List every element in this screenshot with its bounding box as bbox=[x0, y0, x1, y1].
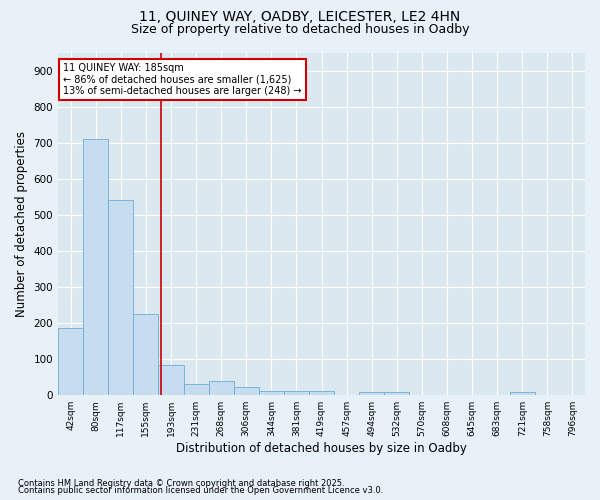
Bar bbox=[284, 391, 309, 395]
Y-axis label: Number of detached properties: Number of detached properties bbox=[15, 131, 28, 317]
Bar bbox=[158, 364, 184, 395]
Bar bbox=[259, 391, 284, 395]
Bar bbox=[233, 388, 259, 395]
Text: Contains HM Land Registry data © Crown copyright and database right 2025.: Contains HM Land Registry data © Crown c… bbox=[18, 478, 344, 488]
X-axis label: Distribution of detached houses by size in Oadby: Distribution of detached houses by size … bbox=[176, 442, 467, 455]
Text: 11 QUINEY WAY: 185sqm
← 86% of detached houses are smaller (1,625)
13% of semi-d: 11 QUINEY WAY: 185sqm ← 86% of detached … bbox=[64, 63, 302, 96]
Text: 11, QUINEY WAY, OADBY, LEICESTER, LE2 4HN: 11, QUINEY WAY, OADBY, LEICESTER, LE2 4H… bbox=[139, 10, 461, 24]
Bar bbox=[359, 392, 384, 395]
Bar bbox=[184, 384, 209, 395]
Bar bbox=[510, 392, 535, 395]
Bar bbox=[83, 139, 108, 395]
Text: Contains public sector information licensed under the Open Government Licence v3: Contains public sector information licen… bbox=[18, 486, 383, 495]
Bar bbox=[384, 392, 409, 395]
Bar bbox=[133, 314, 158, 395]
Bar bbox=[309, 391, 334, 395]
Text: Size of property relative to detached houses in Oadby: Size of property relative to detached ho… bbox=[131, 22, 469, 36]
Bar bbox=[209, 381, 233, 395]
Bar bbox=[58, 328, 83, 395]
Bar bbox=[108, 200, 133, 395]
